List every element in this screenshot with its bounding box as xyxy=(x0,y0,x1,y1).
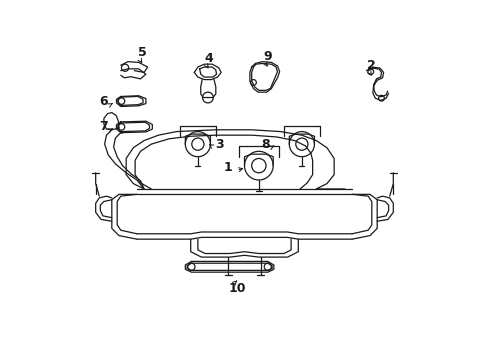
Text: 8: 8 xyxy=(261,138,269,150)
Text: 10: 10 xyxy=(228,282,245,295)
Text: 6: 6 xyxy=(100,95,108,108)
Text: 3: 3 xyxy=(215,138,223,150)
Text: 9: 9 xyxy=(263,50,271,63)
Text: 4: 4 xyxy=(204,51,213,64)
Text: 5: 5 xyxy=(138,46,146,59)
Text: 7: 7 xyxy=(100,121,108,134)
Text: 1: 1 xyxy=(224,161,232,174)
Text: 2: 2 xyxy=(366,59,375,72)
